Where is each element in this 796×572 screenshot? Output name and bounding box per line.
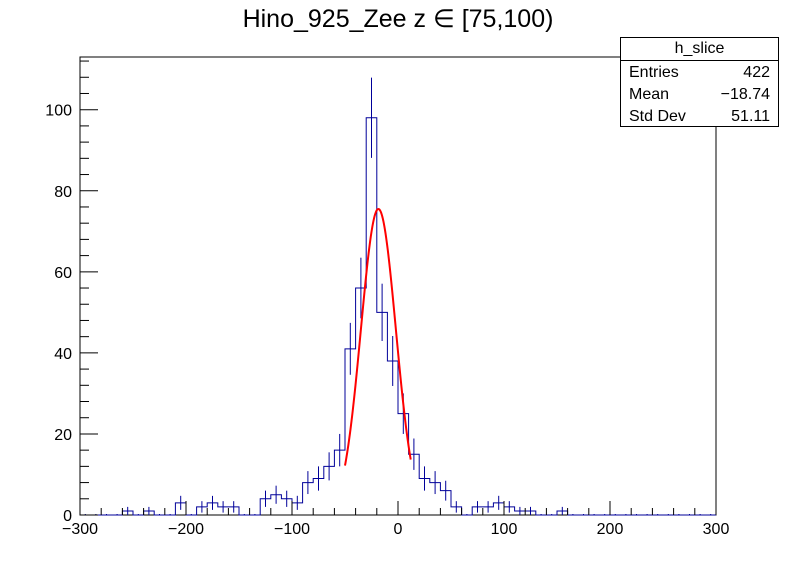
stats-std-value: 51.11 (731, 108, 770, 125)
x-tick-label: −300 (62, 521, 98, 538)
stats-entries-value: 422 (743, 64, 770, 81)
stats-std-row: Std Dev 51.11 (621, 105, 778, 127)
stats-title: h_slice (621, 38, 778, 61)
stats-entries-row: Entries 422 (621, 61, 778, 83)
histogram-outline (80, 117, 716, 516)
x-tick-label: 100 (491, 521, 518, 538)
stats-entries-label: Entries (629, 64, 679, 81)
axes: −300 −200 −100 0 100 200 300 0 20 40 60 80 100 (45, 60, 730, 538)
y-tick-label: 40 (54, 346, 72, 363)
x-tick-label: 0 (394, 521, 403, 538)
x-tick-label: 300 (703, 521, 730, 538)
x-tick-label: 200 (597, 521, 624, 538)
stats-mean-row: Mean −18.74 (621, 83, 778, 105)
y-tick-label: 20 (54, 427, 72, 444)
y-tick-label: 100 (45, 103, 72, 120)
gaussian-fit-curve (344, 207, 412, 466)
x-tick-label: −200 (168, 521, 204, 538)
chart-title: Hino_925_Zee z ∈ [75,100) (242, 5, 554, 33)
y-tick-label: 60 (54, 265, 72, 282)
stats-mean-label: Mean (629, 86, 670, 103)
stats-mean-value: −18.74 (720, 86, 770, 103)
stats-box: h_slice Entries 422 Mean −18.74 Std Dev … (620, 37, 779, 127)
stats-std-label: Std Dev (629, 108, 686, 125)
error-bars (84, 77, 712, 515)
x-tick-label: −100 (274, 521, 310, 538)
y-tick-label: 80 (54, 184, 72, 201)
y-tick-label: 0 (63, 508, 72, 525)
